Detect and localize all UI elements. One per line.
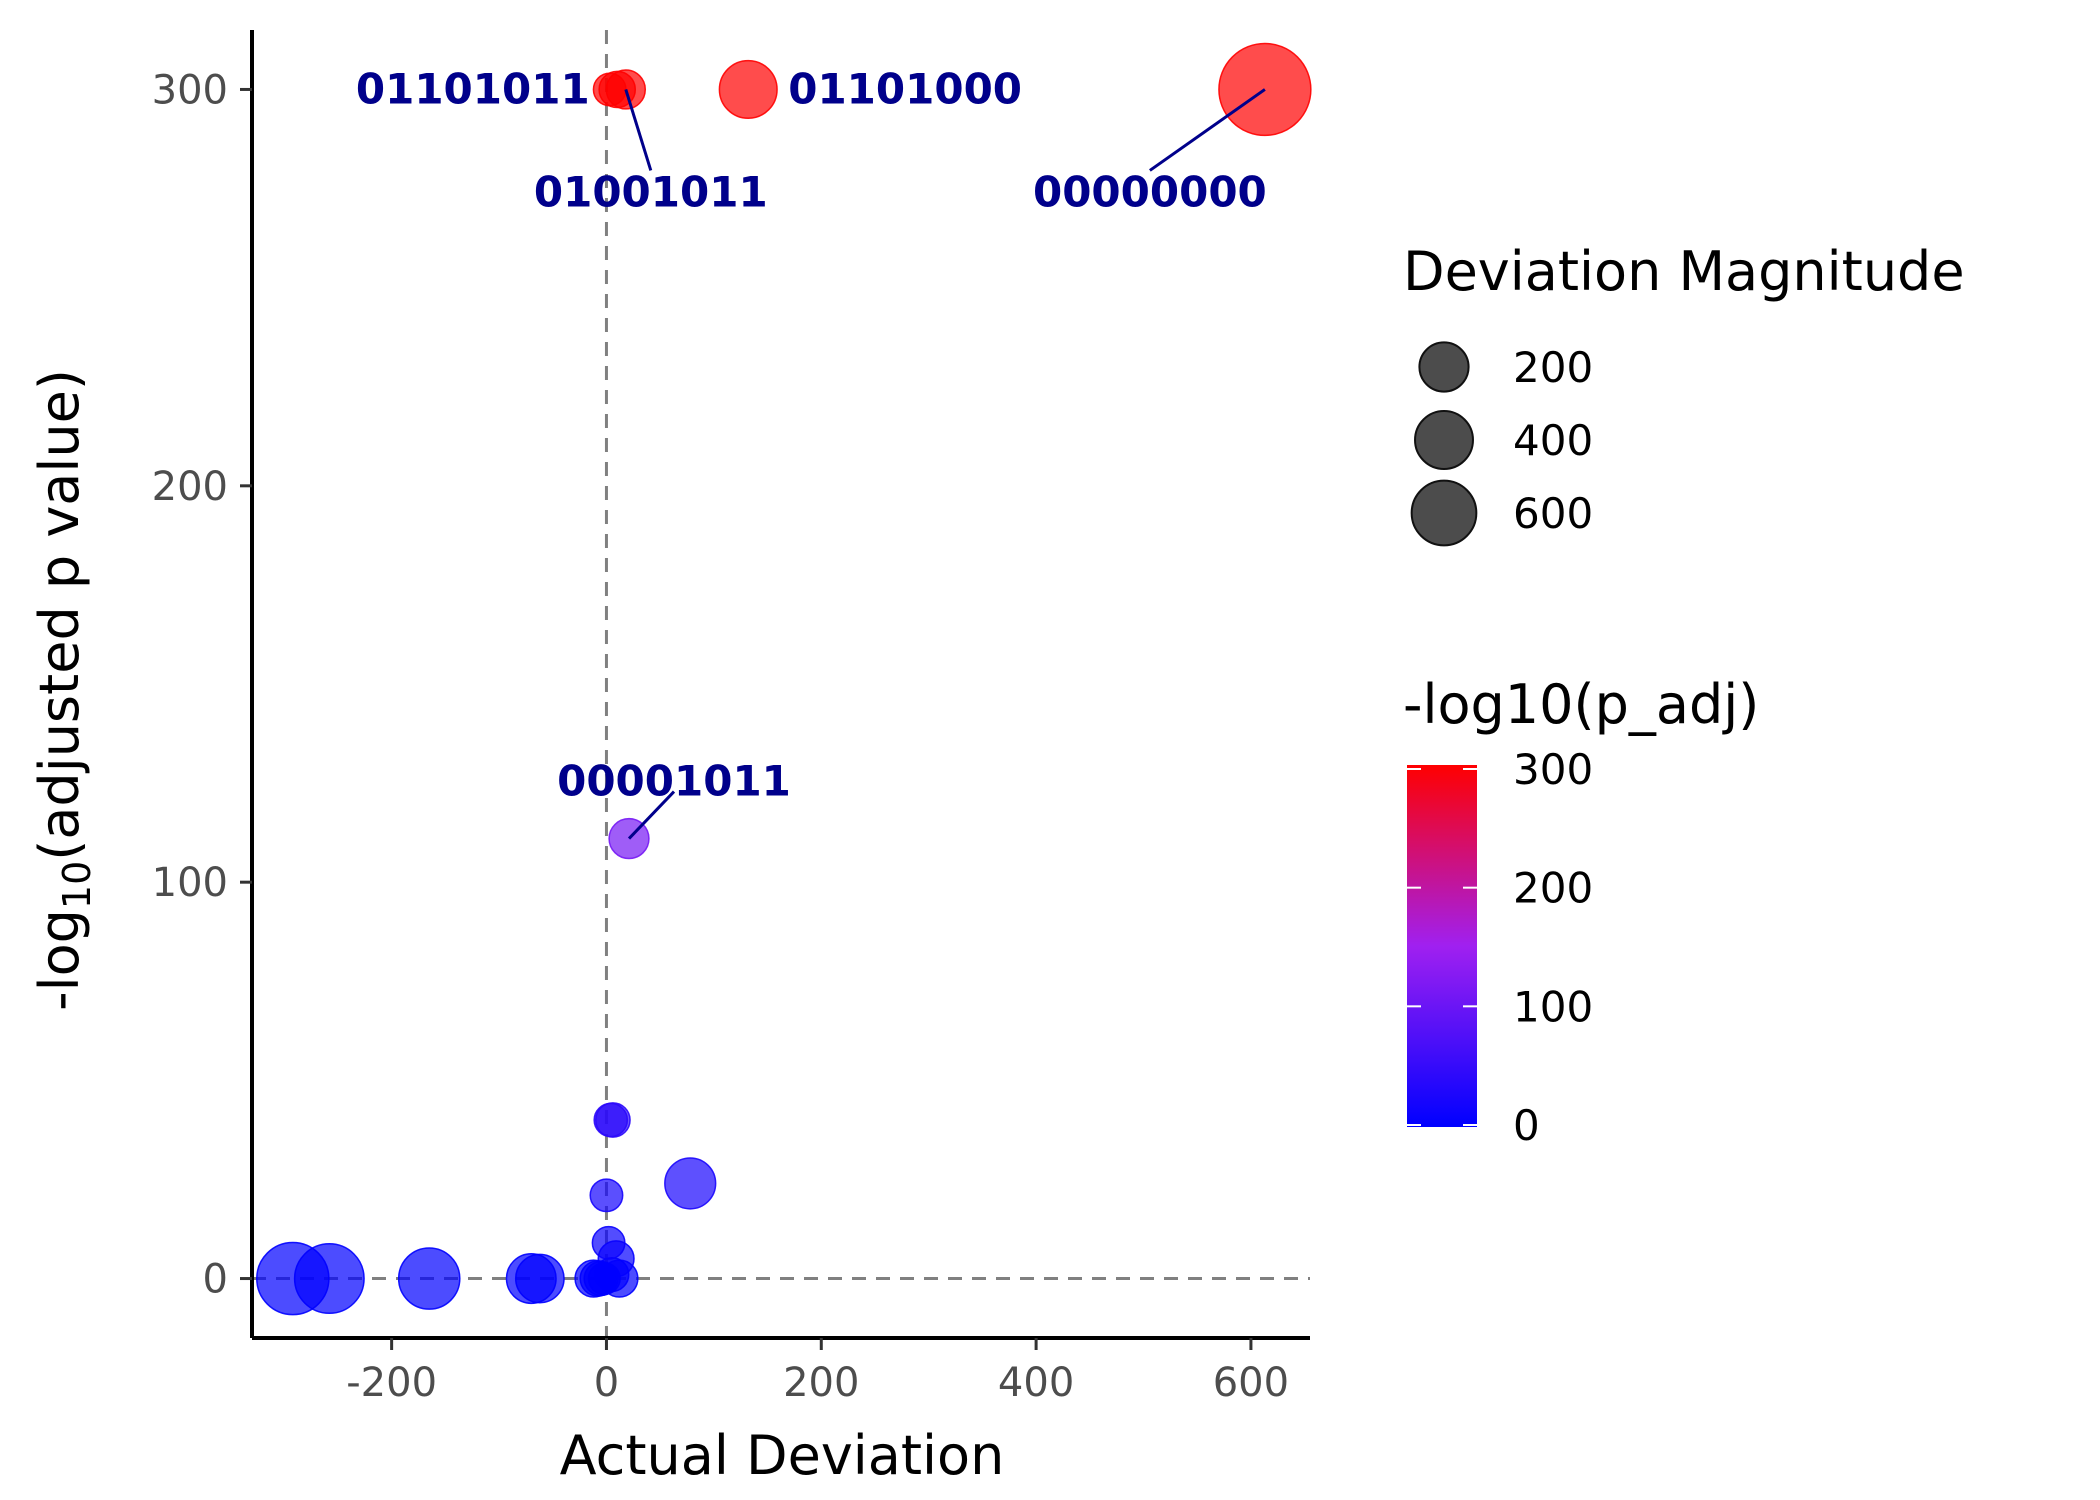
- size-legend-key: [1418, 341, 1470, 393]
- size-legend-label: 400: [1513, 416, 1593, 465]
- x-tick-label: 600: [1213, 1360, 1289, 1406]
- color-legend-title: -log10(p_adj): [1403, 673, 1759, 736]
- x-tick-label: 400: [998, 1360, 1074, 1406]
- size-legend-label: 200: [1513, 343, 1593, 392]
- color-legend-label: 300: [1513, 745, 1593, 794]
- axes: -200 0 200 400 600 0 100 200 300: [152, 30, 1310, 1406]
- point-label: 01001011: [534, 167, 768, 216]
- data-point: [587, 1261, 621, 1296]
- x-tick-label: 0: [594, 1360, 619, 1406]
- data-point: [293, 1243, 365, 1315]
- x-tick-label: 200: [783, 1360, 859, 1406]
- y-axis-title-suffix: (adjusted p value): [28, 369, 91, 861]
- color-legend: -log10(p_adj) 300 200 100 0: [1403, 673, 1759, 1150]
- color-legend-label: 100: [1513, 982, 1593, 1031]
- data-point: [592, 72, 627, 107]
- x-axis-title: Actual Deviation: [560, 1424, 1005, 1487]
- y-tick-label: 100: [152, 860, 228, 906]
- data-point: [397, 1247, 461, 1310]
- data-point: [664, 1157, 717, 1210]
- point-labels: 01101011 01101000 01001011 00000000 00001011: [356, 64, 1267, 805]
- reference-lines: [252, 30, 1310, 1338]
- data-point: [589, 1178, 624, 1213]
- size-legend-key: [1410, 479, 1478, 547]
- x-tick-label: -200: [346, 1360, 437, 1406]
- label-connectors: [624, 88, 1266, 840]
- color-legend-label: 0: [1513, 1101, 1540, 1150]
- label-connector: [627, 790, 676, 840]
- label-connector: [1149, 88, 1266, 172]
- y-axis-title-subscript: 10: [55, 861, 99, 909]
- y-tick-label: 200: [152, 464, 228, 510]
- point-label: 00000000: [1033, 167, 1267, 216]
- color-legend-label: 200: [1513, 864, 1593, 913]
- size-legend-label: 600: [1513, 489, 1593, 538]
- y-tick-label: 0: [203, 1257, 228, 1303]
- data-point: [593, 1102, 629, 1138]
- point-label: 01101011: [356, 64, 590, 113]
- size-legend: Deviation Magnitude 200 400 600: [1403, 240, 1965, 547]
- point-label: 01101000: [788, 64, 1022, 113]
- label-connector: [624, 89, 653, 171]
- data-point: [718, 59, 778, 120]
- y-axis-title-prefix: -log: [28, 909, 91, 1011]
- y-axis-title: -log10(adjusted p value): [28, 369, 99, 1011]
- colorbar: [1407, 765, 1477, 1127]
- point-label: 00001011: [557, 757, 791, 806]
- y-tick-label: 300: [152, 67, 228, 113]
- data-points: [256, 42, 1312, 1316]
- data-point: [591, 1225, 626, 1260]
- size-legend-key: [1414, 410, 1474, 470]
- size-legend-title: Deviation Magnitude: [1403, 240, 1965, 303]
- data-point: [514, 1253, 565, 1304]
